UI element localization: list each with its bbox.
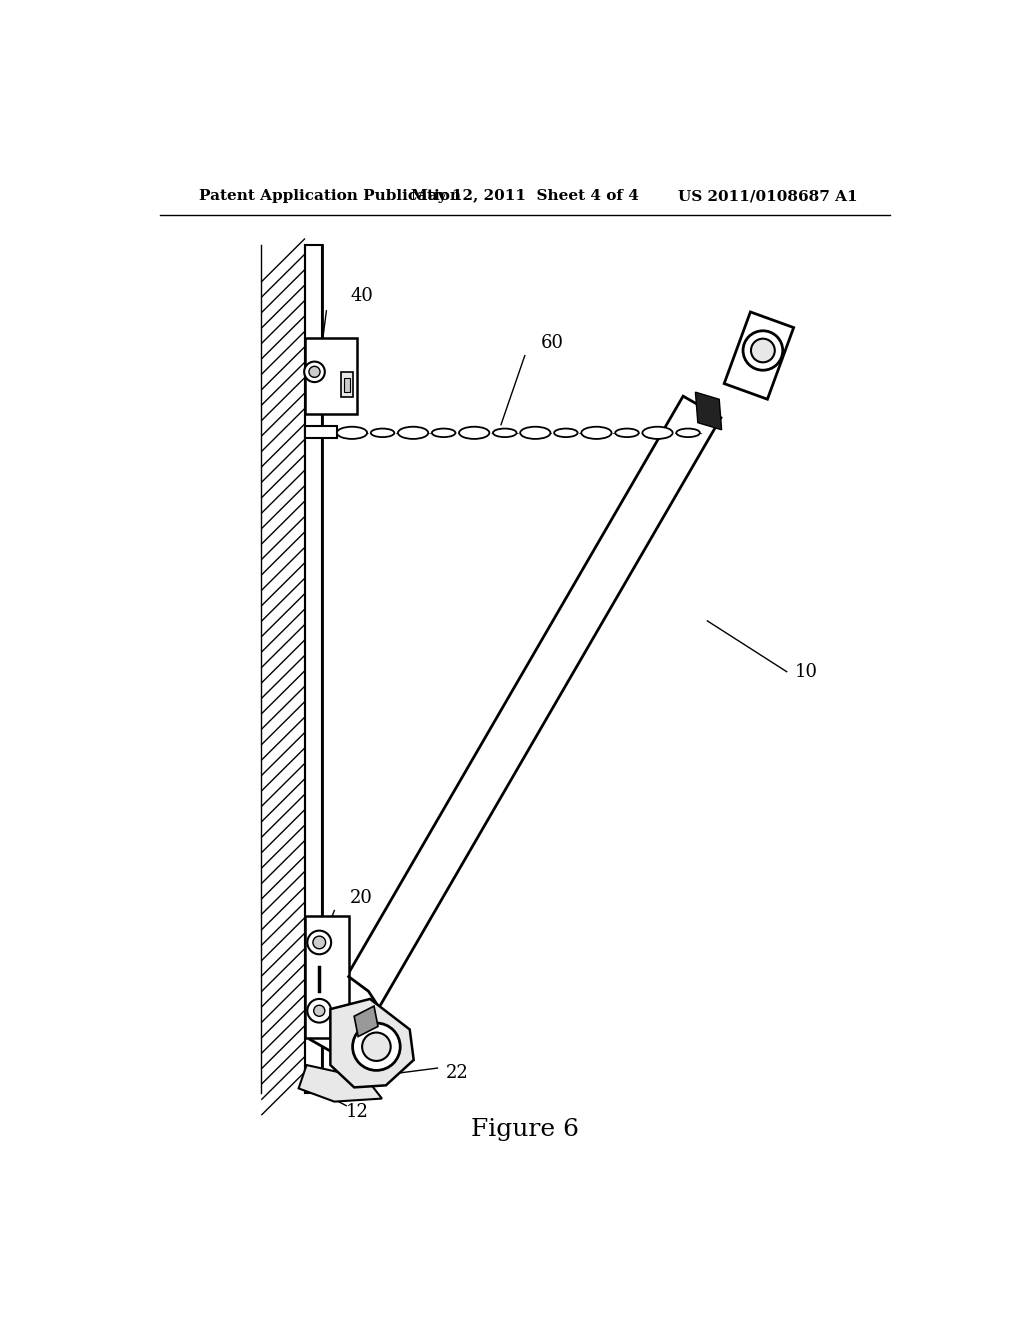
Ellipse shape — [554, 429, 578, 437]
Circle shape — [743, 331, 782, 370]
Text: 22: 22 — [445, 1064, 468, 1082]
Circle shape — [304, 362, 325, 381]
Circle shape — [313, 936, 326, 949]
Text: 12: 12 — [346, 1102, 369, 1121]
Ellipse shape — [582, 426, 611, 440]
Polygon shape — [354, 1006, 378, 1036]
Ellipse shape — [642, 426, 673, 440]
Ellipse shape — [520, 426, 551, 440]
Bar — [305, 916, 348, 1038]
Ellipse shape — [676, 429, 699, 437]
Polygon shape — [310, 396, 721, 1061]
Text: May 12, 2011  Sheet 4 of 4: May 12, 2011 Sheet 4 of 4 — [411, 189, 639, 203]
Bar — [305, 426, 337, 438]
Ellipse shape — [398, 426, 428, 440]
Polygon shape — [695, 392, 722, 430]
Text: 60: 60 — [541, 334, 563, 352]
Ellipse shape — [615, 429, 639, 437]
Text: Figure 6: Figure 6 — [471, 1118, 579, 1140]
Text: 10: 10 — [795, 663, 817, 681]
Text: 40: 40 — [350, 286, 373, 305]
Ellipse shape — [432, 429, 456, 437]
Ellipse shape — [371, 429, 394, 437]
Polygon shape — [331, 999, 414, 1088]
Bar — [305, 338, 356, 413]
Ellipse shape — [459, 426, 489, 440]
Circle shape — [307, 999, 331, 1023]
Text: Patent Application Publication: Patent Application Publication — [200, 189, 462, 203]
Text: 20: 20 — [350, 890, 373, 907]
Circle shape — [352, 1023, 400, 1071]
Ellipse shape — [493, 429, 516, 437]
Text: US 2011/0108687 A1: US 2011/0108687 A1 — [679, 189, 858, 203]
Polygon shape — [724, 312, 794, 399]
Circle shape — [313, 1006, 325, 1016]
Circle shape — [309, 367, 321, 378]
Bar — [305, 244, 323, 1093]
Circle shape — [362, 1032, 391, 1061]
Bar — [344, 378, 350, 392]
Polygon shape — [299, 1065, 382, 1102]
Circle shape — [751, 339, 775, 362]
Ellipse shape — [337, 426, 368, 440]
Bar — [341, 372, 353, 397]
Circle shape — [307, 931, 331, 954]
